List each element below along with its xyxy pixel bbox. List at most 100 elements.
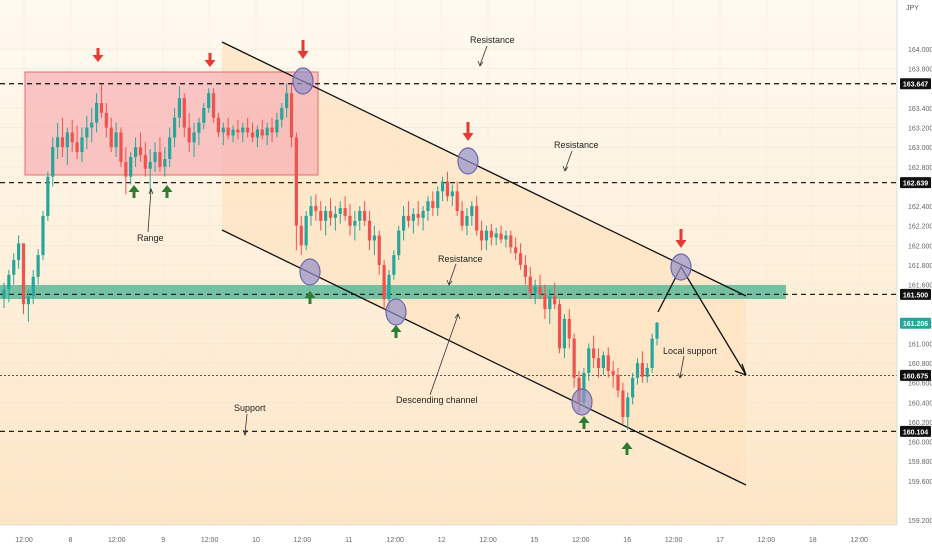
x-tick-label: 12:00	[201, 537, 219, 544]
arrow-up-icon	[621, 442, 633, 455]
candle	[431, 191, 435, 216]
time-axis[interactable]: 12:00 8 12:00 9 12:00 10 12:00 11 12:00 12 12:00 15…	[0, 524, 932, 550]
price-tag: 163.647	[900, 78, 931, 90]
candle	[416, 201, 420, 226]
touch-circle	[299, 258, 321, 286]
candle	[499, 225, 503, 244]
label-support: Support	[234, 403, 266, 413]
candle	[46, 171, 50, 221]
candle	[460, 201, 464, 231]
candle	[221, 122, 225, 146]
y-tick-label: 159.600	[908, 479, 932, 486]
y-tick-labels: 164.000 163.800 163.400 163.200 163.000 162.8…	[908, 47, 932, 525]
candle	[65, 127, 69, 165]
x-tick-label: 12:00	[850, 537, 868, 544]
range-box	[24, 71, 319, 176]
candle	[348, 204, 352, 236]
candle	[109, 117, 113, 153]
candle	[270, 117, 274, 143]
candle	[645, 363, 649, 383]
price-tag-label: 161.206	[903, 321, 928, 328]
arrow-down-icon	[462, 122, 474, 141]
candle	[138, 132, 143, 162]
x-tick-label: 12:00	[758, 537, 776, 544]
candle	[377, 230, 381, 275]
x-tick-label: 10	[252, 537, 260, 544]
candle	[475, 196, 479, 236]
candle	[606, 347, 610, 378]
price-tag-label: 163.647	[903, 82, 928, 89]
candle	[655, 321, 659, 346]
candle	[41, 210, 45, 261]
y-tick-label: 160.400	[908, 400, 932, 407]
candle	[314, 194, 318, 221]
candle	[592, 335, 596, 368]
candle	[31, 269, 35, 305]
candle	[426, 196, 430, 221]
candle	[572, 333, 576, 388]
candle	[289, 84, 294, 148]
candle	[489, 223, 493, 246]
label-descending-channel: Descending channel	[396, 395, 478, 405]
candle	[616, 367, 620, 398]
candle	[182, 93, 186, 138]
candle	[621, 382, 625, 424]
label-resistance-zone: Resistance	[438, 254, 483, 264]
candle	[567, 309, 571, 349]
y-tick-label: 164.000	[908, 47, 932, 54]
candle	[299, 215, 303, 256]
arrow-up-icon	[128, 185, 140, 198]
candle	[635, 358, 640, 385]
candle	[85, 115, 89, 150]
candle	[260, 119, 264, 140]
price-tag-label: 160.104	[903, 429, 928, 436]
arrow-down-icon	[204, 53, 216, 67]
price-tag-label: 160.675	[903, 373, 928, 380]
price-tag: 160.104	[900, 425, 931, 437]
candle	[231, 125, 235, 143]
candlesticks	[2, 83, 659, 430]
candle	[114, 122, 118, 158]
y-tick-label: 159.200	[908, 518, 932, 525]
y-tick-label: 161.600	[908, 283, 932, 290]
candle	[177, 86, 182, 128]
candle	[143, 142, 147, 177]
candle	[358, 206, 362, 231]
candle	[129, 152, 133, 185]
price-axis[interactable]: JPY 164.000163.800163.400163.200163.0001…	[896, 0, 932, 550]
candle	[611, 361, 615, 388]
candle	[372, 225, 376, 256]
candle	[172, 107, 177, 148]
y-tick-label: 160.000	[908, 440, 932, 447]
y-tick-label: 160.200	[908, 420, 932, 427]
candle	[202, 103, 206, 130]
arrow-down-icon	[92, 48, 104, 62]
candle	[450, 184, 454, 207]
current-price-tag: 161.206	[900, 317, 931, 329]
candle	[133, 137, 138, 167]
candle	[650, 333, 654, 373]
candle	[294, 132, 298, 251]
candle	[265, 122, 269, 146]
x-tick-label: 8	[68, 537, 72, 544]
candle	[333, 206, 337, 231]
x-tick-label: 12:00	[386, 537, 404, 544]
x-tick-label: 16	[623, 537, 631, 544]
candle	[21, 243, 26, 315]
annotation-pointers	[147, 45, 685, 437]
x-tick-label: 15	[531, 537, 539, 544]
candle	[538, 274, 542, 300]
label-range: Range	[137, 233, 164, 243]
candle	[80, 127, 84, 162]
candle	[324, 206, 328, 236]
y-tick-label: 161.000	[908, 341, 932, 348]
candle	[401, 206, 406, 241]
currency-label: JPY	[906, 5, 919, 12]
candle	[445, 171, 450, 202]
down-arrows	[92, 40, 687, 248]
x-tick-label: 17	[716, 537, 724, 544]
candle	[17, 235, 21, 269]
touch-circle	[670, 253, 692, 281]
arrow-up-icon	[304, 291, 316, 304]
